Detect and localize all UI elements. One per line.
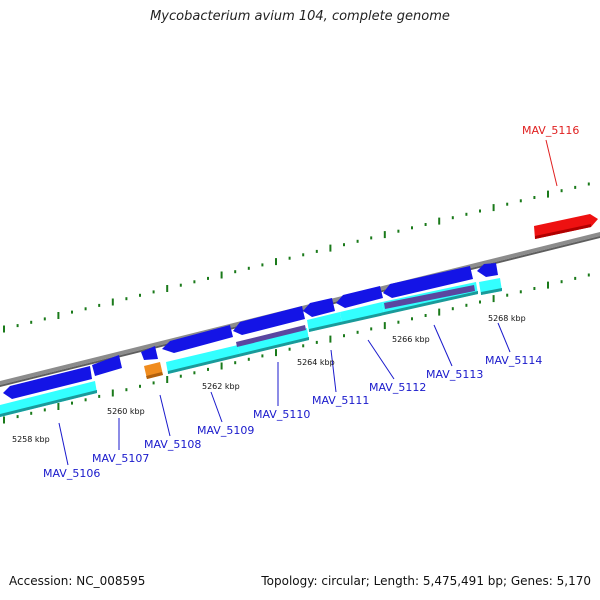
scale-label: 5260 kbp	[107, 407, 145, 416]
cyan-feature	[307, 312, 342, 332]
gene-label[interactable]: MAV_5111	[312, 394, 369, 407]
cyan-feature-shadow	[309, 291, 478, 332]
label-leader-line	[367, 339, 395, 380]
label-leader-line	[497, 322, 511, 353]
label-leader-line	[58, 422, 69, 466]
gene-label[interactable]: MAV_5112	[369, 381, 426, 394]
label-leader-line	[433, 324, 453, 367]
gene-arrow[interactable]	[383, 266, 473, 298]
purple-feature	[236, 325, 306, 347]
cyan-feature-shadow	[481, 288, 502, 295]
orange-feature-shadow	[146, 372, 163, 379]
gene-arrow-mav5116[interactable]	[534, 214, 598, 239]
cyan-feature	[340, 302, 384, 324]
genome-summary-text: Topology: circular; Length: 5,475,491 bp…	[261, 574, 591, 588]
cyan-feature	[166, 345, 240, 374]
genome-title: Mycobacterium avium 104, complete genome	[150, 9, 450, 24]
gene-arrow[interactable]	[92, 355, 122, 376]
gene-label[interactable]: MAV_5113	[426, 368, 483, 381]
gene-label[interactable]: MAV_5109	[197, 424, 254, 437]
accession-text: Accession: NC_008595	[9, 574, 146, 588]
gene-arrow[interactable]	[233, 306, 305, 335]
label-leader-line	[330, 349, 337, 393]
gene-arrow[interactable]	[336, 286, 383, 308]
gene-label[interactable]: MAV_5116	[522, 124, 579, 137]
gene-label[interactable]: MAV_5114	[485, 354, 542, 367]
cyan-feature	[238, 328, 309, 356]
scale-label: 5262 kbp	[202, 382, 240, 391]
label-leaders	[58, 139, 558, 466]
scale-label: 5266 kbp	[392, 335, 430, 344]
gene-arrow[interactable]	[303, 298, 335, 317]
gene-arrow[interactable]	[162, 325, 233, 353]
label-leader-line	[545, 139, 558, 187]
purple-feature	[384, 285, 475, 309]
gene-label[interactable]: MAV_5106	[43, 467, 100, 480]
cyan-feature-shadow	[168, 337, 309, 374]
gene-arrow[interactable]	[141, 346, 158, 360]
label-leader-line	[159, 394, 171, 437]
feature-track	[0, 214, 598, 417]
gene-arrow-mav5116-shade	[535, 224, 591, 239]
tick-track-inner	[3, 273, 590, 424]
gene-arrow[interactable]	[477, 263, 498, 277]
tick-track-outer	[3, 182, 590, 333]
scale-label: 5268 kbp	[488, 314, 526, 323]
gene-arrow[interactable]	[3, 366, 92, 399]
scale-label: 5258 kbp	[12, 435, 50, 444]
cyan-feature-shadow	[0, 390, 97, 417]
scale-label: 5264 kbp	[297, 358, 335, 367]
gene-label[interactable]: MAV_5110	[253, 408, 310, 421]
scale-labels: 5258 kbp 5260 kbp 5262 kbp 5264 kbp 5266 kbp…	[12, 314, 526, 444]
gene-label[interactable]: MAV_5107	[92, 452, 149, 465]
label-leader-line	[210, 391, 223, 423]
gene-label[interactable]: MAV_5108	[144, 438, 201, 451]
